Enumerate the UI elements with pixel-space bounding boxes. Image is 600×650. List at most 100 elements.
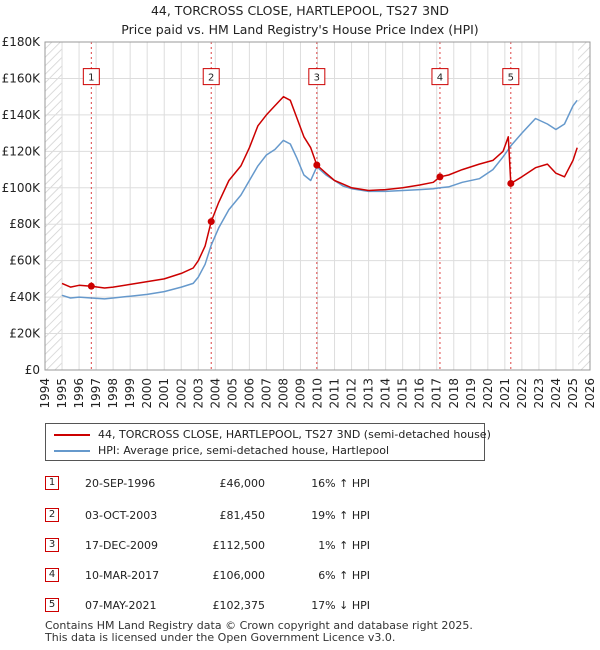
chart-subtitle: Price paid vs. HM Land Registry's House …	[121, 22, 478, 37]
sale-price: £112,500	[212, 539, 266, 552]
y-tick-label: £120K	[2, 144, 42, 158]
y-tick-label: £60K	[9, 254, 41, 268]
y-tick-label: £40K	[9, 290, 41, 304]
legend-label-property: 44, TORCROSS CLOSE, HARTLEPOOL, TS27 3ND…	[98, 428, 491, 441]
sale-number: 4	[45, 568, 59, 582]
sale-date: 03-OCT-2003	[85, 509, 158, 522]
sale-number: 1	[45, 476, 59, 490]
x-tick-label: 1995	[55, 378, 69, 409]
x-tick-label: 2004	[208, 378, 222, 409]
y-tick-label: £160K	[2, 71, 42, 85]
sale-date: 17-DEC-2009	[85, 539, 159, 552]
legend-label-hpi: HPI: Average price, semi-detached house,…	[98, 444, 390, 457]
sale-box-4	[431, 68, 449, 86]
sale-number: 2	[45, 508, 59, 522]
x-tick-label: 2019	[464, 378, 478, 409]
sale-box-label-4: 4	[437, 73, 443, 84]
x-tick-label: 1997	[89, 378, 103, 409]
x-tick-label: 2015	[396, 378, 410, 409]
sale-markers: 1 2 3 4 5	[82, 68, 520, 290]
y-tick-label: £140K	[2, 108, 42, 122]
x-tick-label: 2007	[259, 378, 273, 409]
sale-number: 5	[45, 598, 59, 612]
sale-number: 3	[45, 538, 59, 552]
sale-price: £81,450	[219, 509, 266, 522]
x-tick-label: 2013	[362, 378, 376, 409]
footer-licence: This data is licensed under the Open Gov…	[45, 631, 396, 644]
sale-box-label-5: 5	[508, 73, 514, 84]
x-tick-label: 2008	[276, 378, 290, 409]
x-tick-label: 2022	[515, 378, 529, 409]
x-tick-label: 2006	[242, 378, 256, 409]
x-tick-label: 2000	[140, 378, 154, 409]
x-tick-label: 2001	[157, 378, 171, 409]
sale-hpi-diff: 19% ↑ HPI	[311, 509, 370, 522]
x-tick-label: 2009	[293, 378, 307, 409]
sale-marker-lines	[90, 42, 512, 370]
sale-date: 07-MAY-2021	[85, 599, 157, 612]
legend-swatch-hpi	[54, 450, 90, 452]
legend-swatch-property	[54, 434, 90, 436]
property-line	[61, 95, 578, 289]
sale-price: £106,000	[212, 569, 266, 582]
y-tick-label: £20K	[9, 327, 41, 341]
y-tick-label: £80K	[9, 217, 41, 231]
sale-box-label-1: 1	[88, 73, 94, 84]
axes: £0 £20K £40K £60K £80K £100K £120K £140K £160K £1…	[2, 35, 597, 409]
sale-row: 5 07-MAY-2021 £102,375 17% ↓ HPI	[0, 596, 600, 616]
x-tick-label: 2026	[583, 378, 597, 409]
sale-point-1	[87, 282, 95, 290]
sale-row: 4 10-MAR-2017 £106,000 6% ↑ HPI	[0, 566, 600, 586]
hpi-line	[61, 99, 578, 300]
sale-date: 10-MAR-2017	[85, 569, 160, 582]
x-tick-label: 2003	[191, 378, 205, 409]
sale-hpi-diff: 16% ↑ HPI	[311, 477, 370, 490]
x-tick-label: 2012	[345, 378, 359, 409]
footer: Contains HM Land Registry data © Crown c…	[45, 620, 473, 644]
sale-point-3	[313, 161, 321, 169]
hatch-before-data	[45, 42, 63, 370]
no-data-hatch	[45, 42, 590, 370]
sale-date: 20-SEP-1996	[85, 477, 156, 490]
sale-hpi-diff: 6% ↑ HPI	[318, 569, 370, 582]
sale-point-4	[436, 173, 444, 181]
sale-price: £102,375	[212, 599, 266, 612]
sale-row: 3 17-DEC-2009 £112,500 1% ↑ HPI	[0, 536, 600, 556]
sale-box-3	[308, 68, 326, 86]
y-tick-label: £180K	[2, 35, 42, 49]
chart-title: 44, TORCROSS CLOSE, HARTLEPOOL, TS27 3ND	[151, 3, 449, 18]
x-tick-label: 1998	[106, 378, 120, 409]
series-lines	[61, 95, 578, 300]
x-tick-label: 2016	[413, 378, 427, 409]
sale-row: 2 03-OCT-2003 £81,450 19% ↑ HPI	[0, 506, 600, 526]
sale-hpi-diff: 17% ↓ HPI	[311, 599, 370, 612]
x-tick-label: 2005	[225, 378, 239, 409]
sale-price: £46,000	[219, 477, 266, 490]
sale-box-5	[502, 68, 520, 86]
x-tick-label: 2014	[379, 378, 393, 409]
y-tick-label: £100K	[2, 181, 42, 195]
hatch-after-data	[578, 42, 590, 370]
x-tick-label: 2020	[481, 378, 495, 409]
legend: 44, TORCROSS CLOSE, HARTLEPOOL, TS27 3ND…	[45, 423, 491, 461]
plot-frame	[44, 41, 591, 371]
x-tick-label: 2010	[311, 378, 325, 409]
sale-box-2	[202, 68, 220, 86]
x-tick-label: 2011	[328, 378, 342, 409]
x-tick-label: 2017	[430, 378, 444, 409]
x-tick-label: 2002	[174, 378, 188, 409]
price-chart: 44, TORCROSS CLOSE, HARTLEPOOL, TS27 3ND…	[2, 3, 597, 409]
x-tick-label: 2023	[532, 378, 546, 409]
sale-row: 1 20-SEP-1996 £46,000 16% ↑ HPI	[0, 474, 600, 494]
sale-box-1	[82, 68, 100, 86]
grid	[44, 41, 591, 371]
x-tick-label: 1996	[72, 378, 86, 409]
sale-point-2	[207, 218, 215, 226]
x-tick-label: 1994	[38, 378, 52, 409]
x-tick-label: 2024	[549, 378, 563, 409]
y-tick-label: £0	[25, 363, 40, 377]
x-tick-label: 1999	[123, 378, 137, 409]
sale-point-5	[507, 179, 515, 187]
x-tick-label: 2025	[566, 378, 580, 409]
sale-hpi-diff: 1% ↑ HPI	[318, 539, 370, 552]
